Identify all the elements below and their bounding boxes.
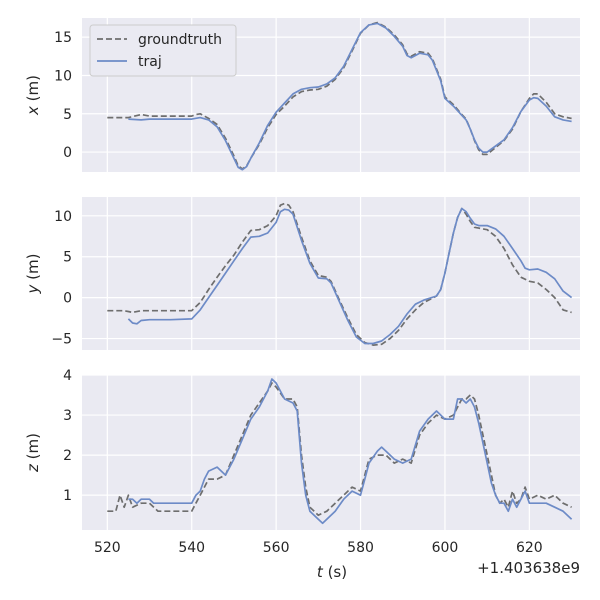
y-tick-label: 5 (63, 250, 72, 266)
y-tick-label: −5 (51, 332, 72, 348)
y-tick-label: 1 (63, 488, 72, 504)
y-axis-label-unit: (m) (24, 433, 42, 464)
x-tick-label: 560 (263, 540, 290, 556)
y-tick-label: 3 (63, 408, 72, 424)
x-axis-label: t (s) (317, 563, 347, 581)
y-tick-label: 10 (54, 209, 72, 225)
y-tick-label: 0 (63, 291, 72, 307)
subplot-1: 0 5 10 15 x (m) groundtruth traj (24, 18, 580, 172)
x-tick-label: 600 (432, 540, 459, 556)
y-tick-label: 10 (54, 68, 72, 84)
legend-entry-traj: traj (138, 54, 162, 70)
plot-area (82, 375, 580, 530)
x-tick-label: 620 (516, 540, 543, 556)
y-tick-label: 0 (63, 145, 72, 161)
x-axis-label-var: t (317, 563, 324, 581)
y-tick-label: 15 (54, 30, 72, 46)
y-axis-label-var: z (24, 463, 42, 473)
y-axis-label: y (m) (24, 254, 42, 295)
y-tick-label: 2 (63, 448, 72, 464)
y-tick-label: 4 (63, 368, 72, 384)
y-axis-label: x (m) (24, 75, 42, 116)
y-axis-label-var: y (24, 283, 42, 294)
y-tick-label: 5 (63, 107, 72, 123)
series-line-groundtruth (107, 382, 572, 517)
x-tick-label: 520 (94, 540, 121, 556)
series-line-traj (128, 378, 573, 525)
x-axis-label-unit: (s) (323, 563, 347, 581)
plot-area (82, 197, 580, 350)
subplot-2: −5 0 5 10 y (m) (24, 197, 580, 350)
y-axis-label-var: x (24, 106, 42, 116)
legend-entry-groundtruth: groundtruth (138, 32, 222, 48)
series-line-traj (127, 207, 573, 345)
legend: groundtruth traj (89, 24, 237, 77)
y-axis-label-unit: (m) (24, 75, 42, 106)
y-axis-label-unit: (m) (24, 254, 42, 285)
legend-box (89, 24, 237, 77)
x-offset-label: +1.403638e9 (477, 559, 580, 577)
x-tick-label: 540 (178, 540, 205, 556)
y-axis-label: z (m) (24, 433, 42, 473)
subplot-3: 1 2 3 4 z (m) 520 540 560 580 600 620 (24, 368, 580, 556)
series-line-traj (128, 22, 572, 171)
x-tick-label: 580 (347, 540, 374, 556)
